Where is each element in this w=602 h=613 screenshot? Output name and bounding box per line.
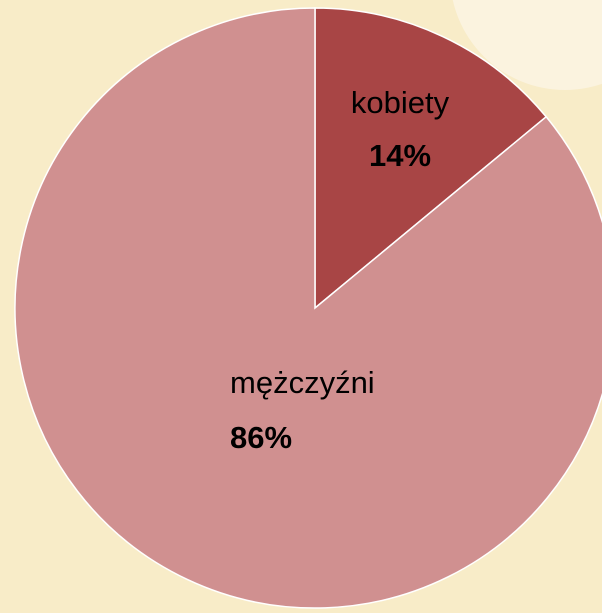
slice-label: mężczyźni bbox=[230, 365, 375, 400]
pie-slice bbox=[314, 7, 548, 310]
slice-label: kobiety bbox=[351, 85, 450, 120]
slice-value-label: 86% bbox=[230, 420, 292, 455]
pie-slice bbox=[14, 7, 602, 609]
background-decoration bbox=[452, 0, 602, 90]
slice-value-label: 14% bbox=[369, 138, 431, 173]
